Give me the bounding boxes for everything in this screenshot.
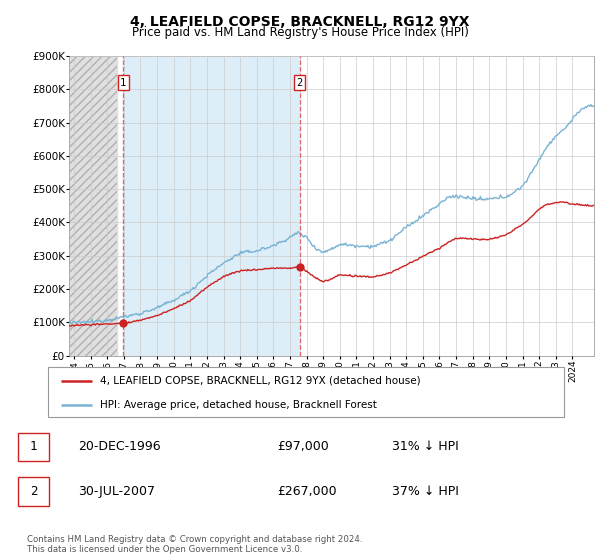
Bar xyxy=(18,478,49,506)
Text: 37% ↓ HPI: 37% ↓ HPI xyxy=(392,486,459,498)
Text: 2: 2 xyxy=(30,486,37,498)
Text: 20-DEC-1996: 20-DEC-1996 xyxy=(78,441,161,454)
Bar xyxy=(18,433,49,461)
Text: 1: 1 xyxy=(120,78,127,87)
Bar xyxy=(69,56,117,356)
Text: Price paid vs. HM Land Registry's House Price Index (HPI): Price paid vs. HM Land Registry's House … xyxy=(131,26,469,39)
Text: £267,000: £267,000 xyxy=(277,486,337,498)
Text: Contains HM Land Registry data © Crown copyright and database right 2024.
This d: Contains HM Land Registry data © Crown c… xyxy=(27,535,362,554)
Text: HPI: Average price, detached house, Bracknell Forest: HPI: Average price, detached house, Brac… xyxy=(100,400,376,409)
Bar xyxy=(69,56,117,356)
Text: 1: 1 xyxy=(30,441,37,454)
Bar xyxy=(124,56,299,356)
Text: 4, LEAFIELD COPSE, BRACKNELL, RG12 9YX (detached house): 4, LEAFIELD COPSE, BRACKNELL, RG12 9YX (… xyxy=(100,376,420,386)
Text: £97,000: £97,000 xyxy=(277,441,329,454)
Text: 31% ↓ HPI: 31% ↓ HPI xyxy=(392,441,459,454)
Text: 2: 2 xyxy=(296,78,303,87)
Text: 30-JUL-2007: 30-JUL-2007 xyxy=(78,486,155,498)
Text: 4, LEAFIELD COPSE, BRACKNELL, RG12 9YX: 4, LEAFIELD COPSE, BRACKNELL, RG12 9YX xyxy=(130,15,470,29)
